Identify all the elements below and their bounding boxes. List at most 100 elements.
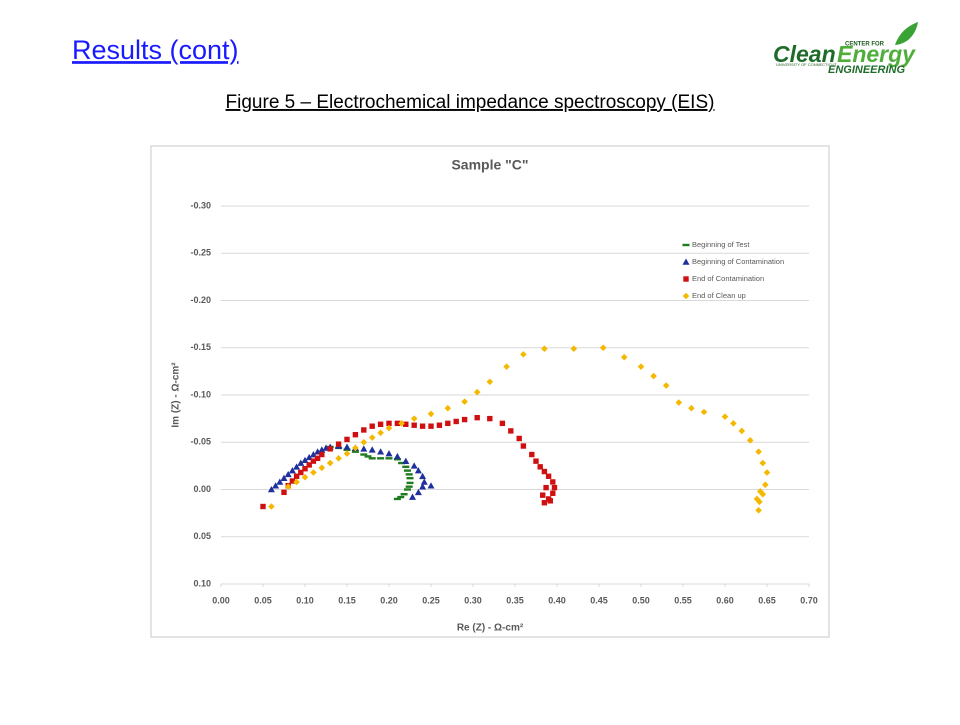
marker-diamond bbox=[352, 444, 359, 452]
x-tick-label: 0.55 bbox=[674, 595, 692, 605]
marker-triangle bbox=[276, 478, 284, 485]
chart-frame bbox=[150, 145, 830, 638]
x-tick-label: 0.00 bbox=[212, 595, 230, 605]
marker-square bbox=[306, 462, 312, 468]
marker-diamond bbox=[756, 488, 764, 495]
marker-square bbox=[386, 420, 392, 427]
marker-triangle bbox=[280, 474, 288, 481]
marker-square bbox=[298, 469, 304, 476]
x-tick-label: 0.05 bbox=[254, 595, 272, 605]
marker-diamond bbox=[335, 455, 342, 462]
marker-square bbox=[403, 421, 409, 427]
marker-triangle bbox=[393, 452, 401, 460]
marker-dash bbox=[403, 488, 411, 491]
marker-diamond bbox=[730, 420, 737, 427]
logo-bottom: ENGINEERING bbox=[828, 64, 905, 76]
marker-square bbox=[540, 492, 546, 498]
marker-dash bbox=[385, 457, 393, 460]
marker-diamond bbox=[753, 495, 761, 503]
marker-triangle bbox=[288, 467, 296, 474]
marker-square bbox=[281, 489, 287, 496]
marker-diamond bbox=[461, 398, 468, 405]
figure-caption: Figure 5 – Electrochemical impedance spe… bbox=[226, 92, 715, 113]
marker-dash bbox=[364, 455, 372, 458]
marker-diamond bbox=[444, 404, 452, 412]
marker-square bbox=[361, 427, 367, 433]
marker-square bbox=[428, 423, 434, 429]
marker-dash bbox=[368, 457, 376, 460]
marker-diamond bbox=[688, 404, 695, 412]
marker-diamond bbox=[410, 415, 418, 422]
marker-diamond bbox=[755, 448, 762, 455]
marker-diamond bbox=[486, 378, 494, 386]
marker-triangle bbox=[420, 478, 428, 485]
marker-dash bbox=[682, 243, 690, 247]
marker-square bbox=[487, 415, 493, 422]
marker-square bbox=[293, 473, 300, 479]
legend-label: Beginning of Test bbox=[692, 240, 750, 249]
marker-triangle bbox=[318, 446, 326, 453]
marker-triangle bbox=[368, 446, 376, 453]
marker-diamond bbox=[620, 353, 628, 361]
marker-square bbox=[508, 428, 514, 434]
x-axis-title: Re (Z) - Ω-cm² bbox=[457, 623, 524, 634]
marker-diamond bbox=[746, 437, 754, 444]
marker-diamond bbox=[520, 351, 527, 358]
logo-top: CENTER FOR bbox=[845, 42, 885, 48]
marker-triangle bbox=[402, 457, 410, 464]
marker-triangle bbox=[419, 472, 427, 480]
x-tick-label: 0.35 bbox=[506, 595, 524, 605]
marker-triangle bbox=[385, 450, 393, 457]
logo-main-1: Clean bbox=[773, 41, 836, 67]
marker-diamond bbox=[762, 481, 769, 489]
x-tick-label: 0.10 bbox=[296, 595, 314, 605]
marker-diamond bbox=[284, 483, 292, 490]
y-tick-label: 0.05 bbox=[193, 531, 211, 541]
marker-diamond bbox=[541, 345, 548, 352]
marker-square bbox=[541, 468, 548, 475]
x-tick-label: 0.65 bbox=[758, 595, 776, 605]
marker-diamond bbox=[293, 478, 300, 486]
marker-dash bbox=[403, 469, 411, 472]
logo-leaf bbox=[895, 22, 918, 45]
marker-diamond bbox=[738, 427, 746, 435]
marker-diamond bbox=[473, 388, 481, 396]
marker-diamond bbox=[343, 450, 351, 457]
marker-diamond bbox=[503, 363, 510, 370]
y-tick-label: -0.10 bbox=[190, 389, 211, 399]
marker-triangle bbox=[419, 483, 427, 490]
marker-triangle bbox=[377, 448, 385, 455]
marker-dash bbox=[398, 461, 406, 465]
marker-triangle bbox=[267, 486, 275, 493]
marker-diamond bbox=[763, 469, 771, 476]
marker-square bbox=[302, 466, 308, 472]
y-tick-label: -0.25 bbox=[190, 248, 211, 258]
marker-diamond bbox=[368, 434, 376, 441]
marker-diamond bbox=[755, 506, 762, 514]
x-tick-label: 0.60 bbox=[716, 595, 734, 605]
x-tick-label: 0.40 bbox=[548, 595, 566, 605]
x-tick-label: 0.30 bbox=[464, 595, 482, 605]
logo-sub: UNIVERSITY OF CONNECTICUT bbox=[776, 62, 837, 67]
marker-dash bbox=[393, 497, 401, 501]
marker-dash bbox=[405, 473, 413, 476]
marker-triangle bbox=[410, 462, 418, 469]
marker-diamond bbox=[377, 429, 384, 437]
slide-title[interactable]: Results (cont) bbox=[72, 35, 239, 65]
marker-diamond bbox=[385, 424, 393, 432]
logo-main-2: Energy bbox=[837, 41, 916, 67]
x-tick-label: 0.45 bbox=[590, 595, 608, 605]
marker-diamond bbox=[662, 382, 670, 389]
marker-square bbox=[529, 451, 535, 458]
marker-square bbox=[453, 418, 459, 425]
marker-diamond bbox=[318, 464, 326, 472]
marker-dash bbox=[406, 476, 414, 480]
marker-square bbox=[461, 416, 468, 423]
marker-square bbox=[541, 500, 548, 506]
marker-square bbox=[520, 443, 527, 449]
marker-triangle bbox=[360, 445, 368, 452]
y-tick-label: 0.00 bbox=[193, 484, 211, 494]
marker-square bbox=[289, 478, 296, 484]
